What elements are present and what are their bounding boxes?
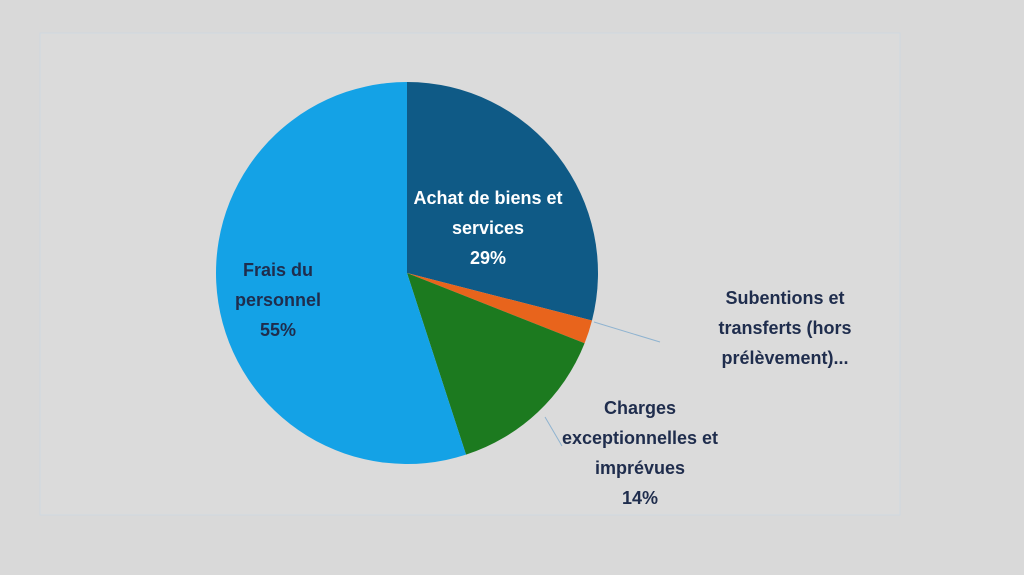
- pie-slice: [215, 82, 467, 464]
- value-label: 29%: [469, 248, 507, 268]
- category-label: Frais du personnel: [234, 260, 322, 310]
- value-label: 14%: [621, 488, 659, 508]
- value-label: 55%: [259, 320, 297, 340]
- category-label: Charges exceptionnelles et imprévues: [561, 398, 719, 478]
- data-label: Frais du personnel 55%: [223, 255, 333, 345]
- category-label: Achat de biens et services: [413, 188, 563, 238]
- pie-slice: [407, 273, 585, 455]
- pie-slice: [407, 82, 599, 321]
- leader-line: [544, 416, 563, 447]
- category-label: Subentions et transferts (hors prélèveme…: [718, 288, 852, 368]
- data-label: Subentions et transferts (hors prélèveme…: [698, 283, 873, 373]
- leader-line: [593, 321, 661, 343]
- pie-slice: [407, 273, 592, 344]
- data-label: Charges exceptionnelles et imprévues 14%: [558, 393, 723, 513]
- data-label: Achat de biens et services 29%: [403, 183, 573, 273]
